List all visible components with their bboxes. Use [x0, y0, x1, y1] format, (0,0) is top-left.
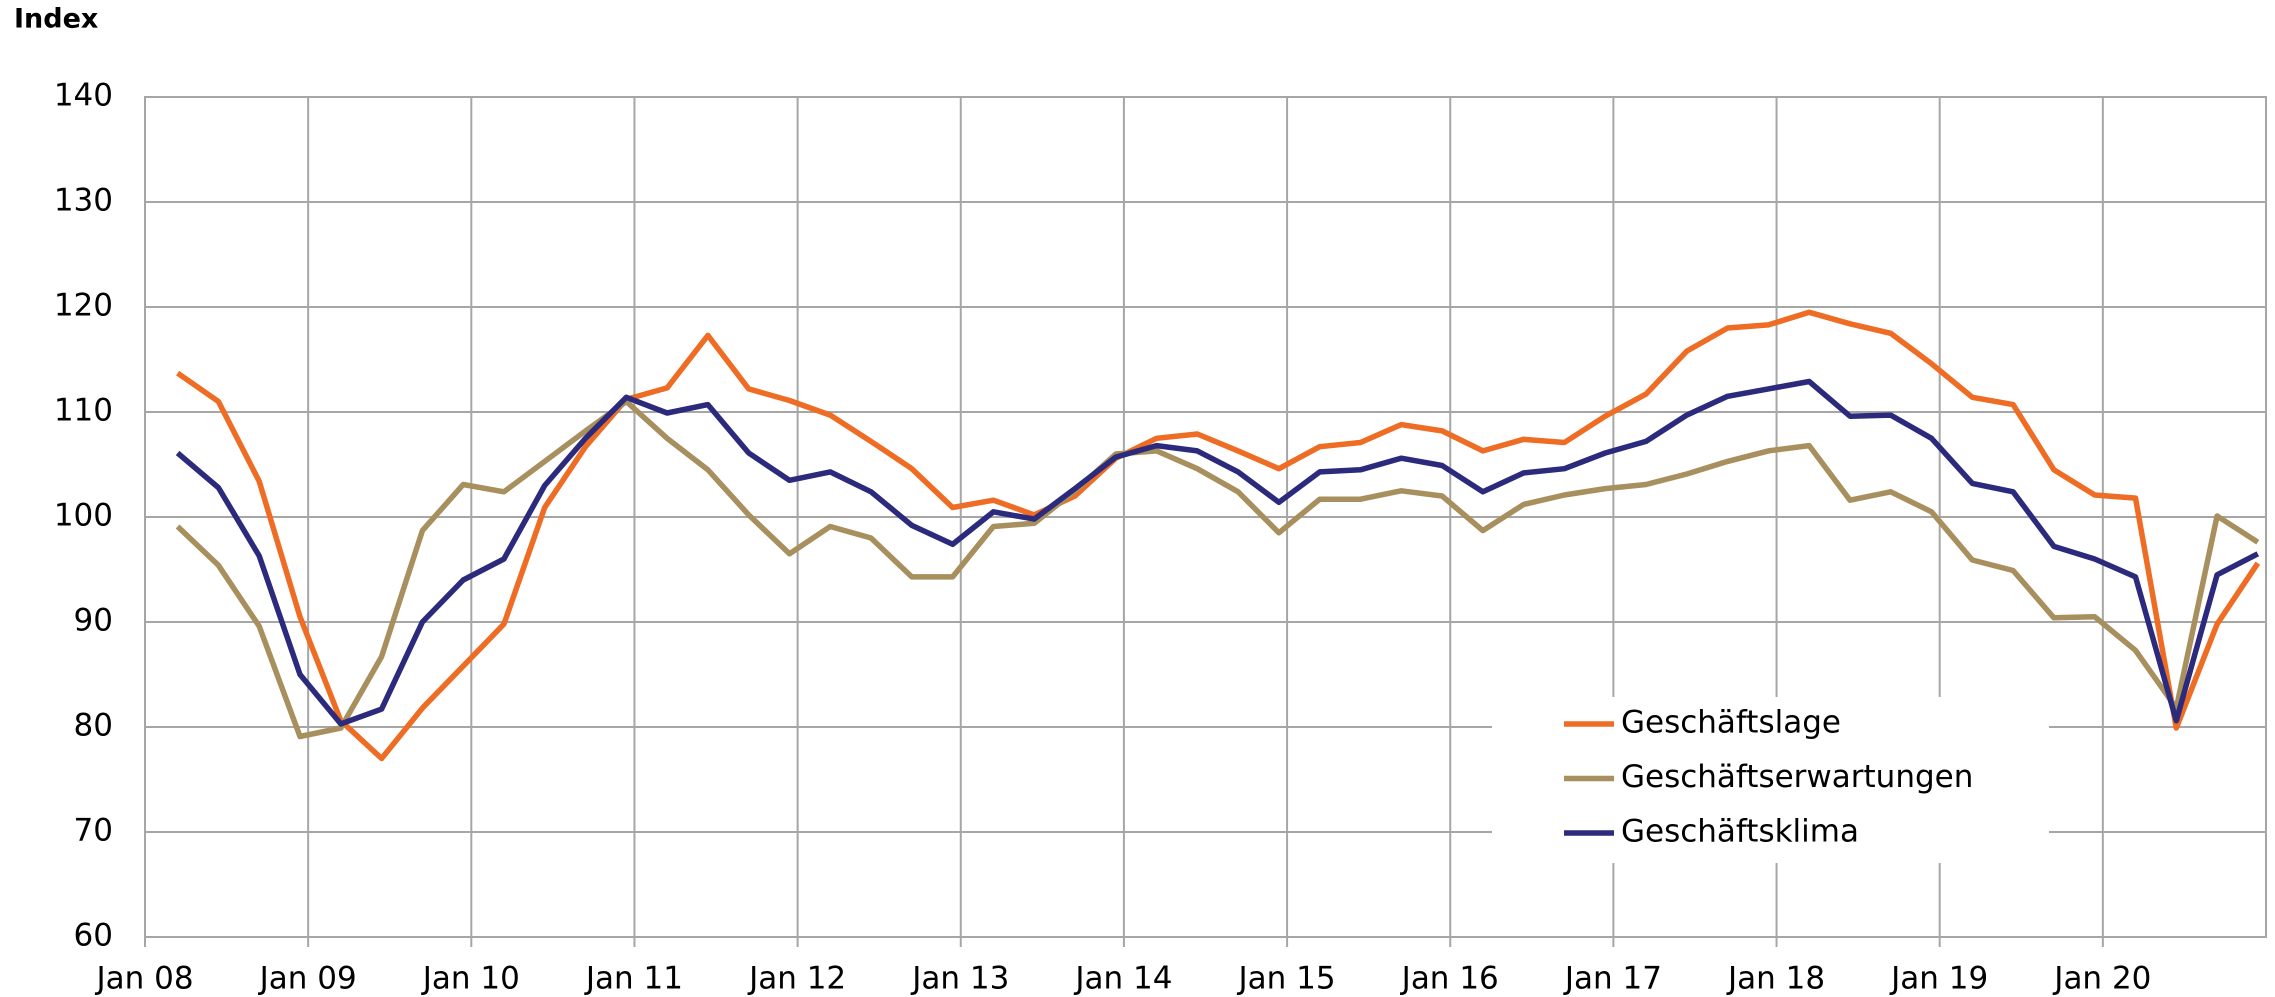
x-tick-label: Jan 14	[1073, 961, 1172, 997]
x-tick-label: Jan 16	[1400, 961, 1499, 997]
y-axis-title: Index	[14, 4, 98, 35]
x-tick-label: Jan 10	[421, 961, 520, 997]
y-tick-label: 110	[54, 393, 113, 429]
y-tick-label: 70	[74, 813, 113, 849]
y-tick-label: 90	[74, 603, 113, 639]
x-tick-label: Jan 19	[1889, 961, 1988, 997]
x-tick-label: Jan 11	[584, 961, 683, 997]
x-tick-label: Jan 09	[258, 961, 357, 997]
x-tick-label: Jan 08	[94, 961, 193, 997]
legend-label: Geschäftsklima	[1621, 814, 1859, 850]
x-tick-label: Jan 13	[910, 961, 1009, 997]
legend-label: Geschäftserwartungen	[1621, 759, 1973, 795]
data-line	[175, 378, 2260, 727]
legend-label: Geschäftslage	[1621, 705, 1841, 741]
y-tick-label: 60	[74, 918, 113, 954]
x-tick-label: Jan 20	[2052, 961, 2151, 997]
x-tick-label: Jan 18	[1726, 961, 1825, 997]
y-tick-label: 100	[54, 498, 113, 534]
plot-frame	[144, 96, 2267, 938]
data-line	[176, 309, 2261, 762]
x-tick-label: Jan 15	[1237, 961, 1336, 997]
x-tick-label: Jan 17	[1563, 961, 1662, 997]
y-tick-label: 130	[54, 183, 113, 219]
x-tick-label: Jan 12	[747, 961, 846, 997]
y-tick-label: 80	[74, 708, 113, 744]
y-tick-label: 120	[54, 288, 113, 324]
y-tick-label: 140	[54, 78, 113, 114]
data-line	[175, 398, 2260, 740]
